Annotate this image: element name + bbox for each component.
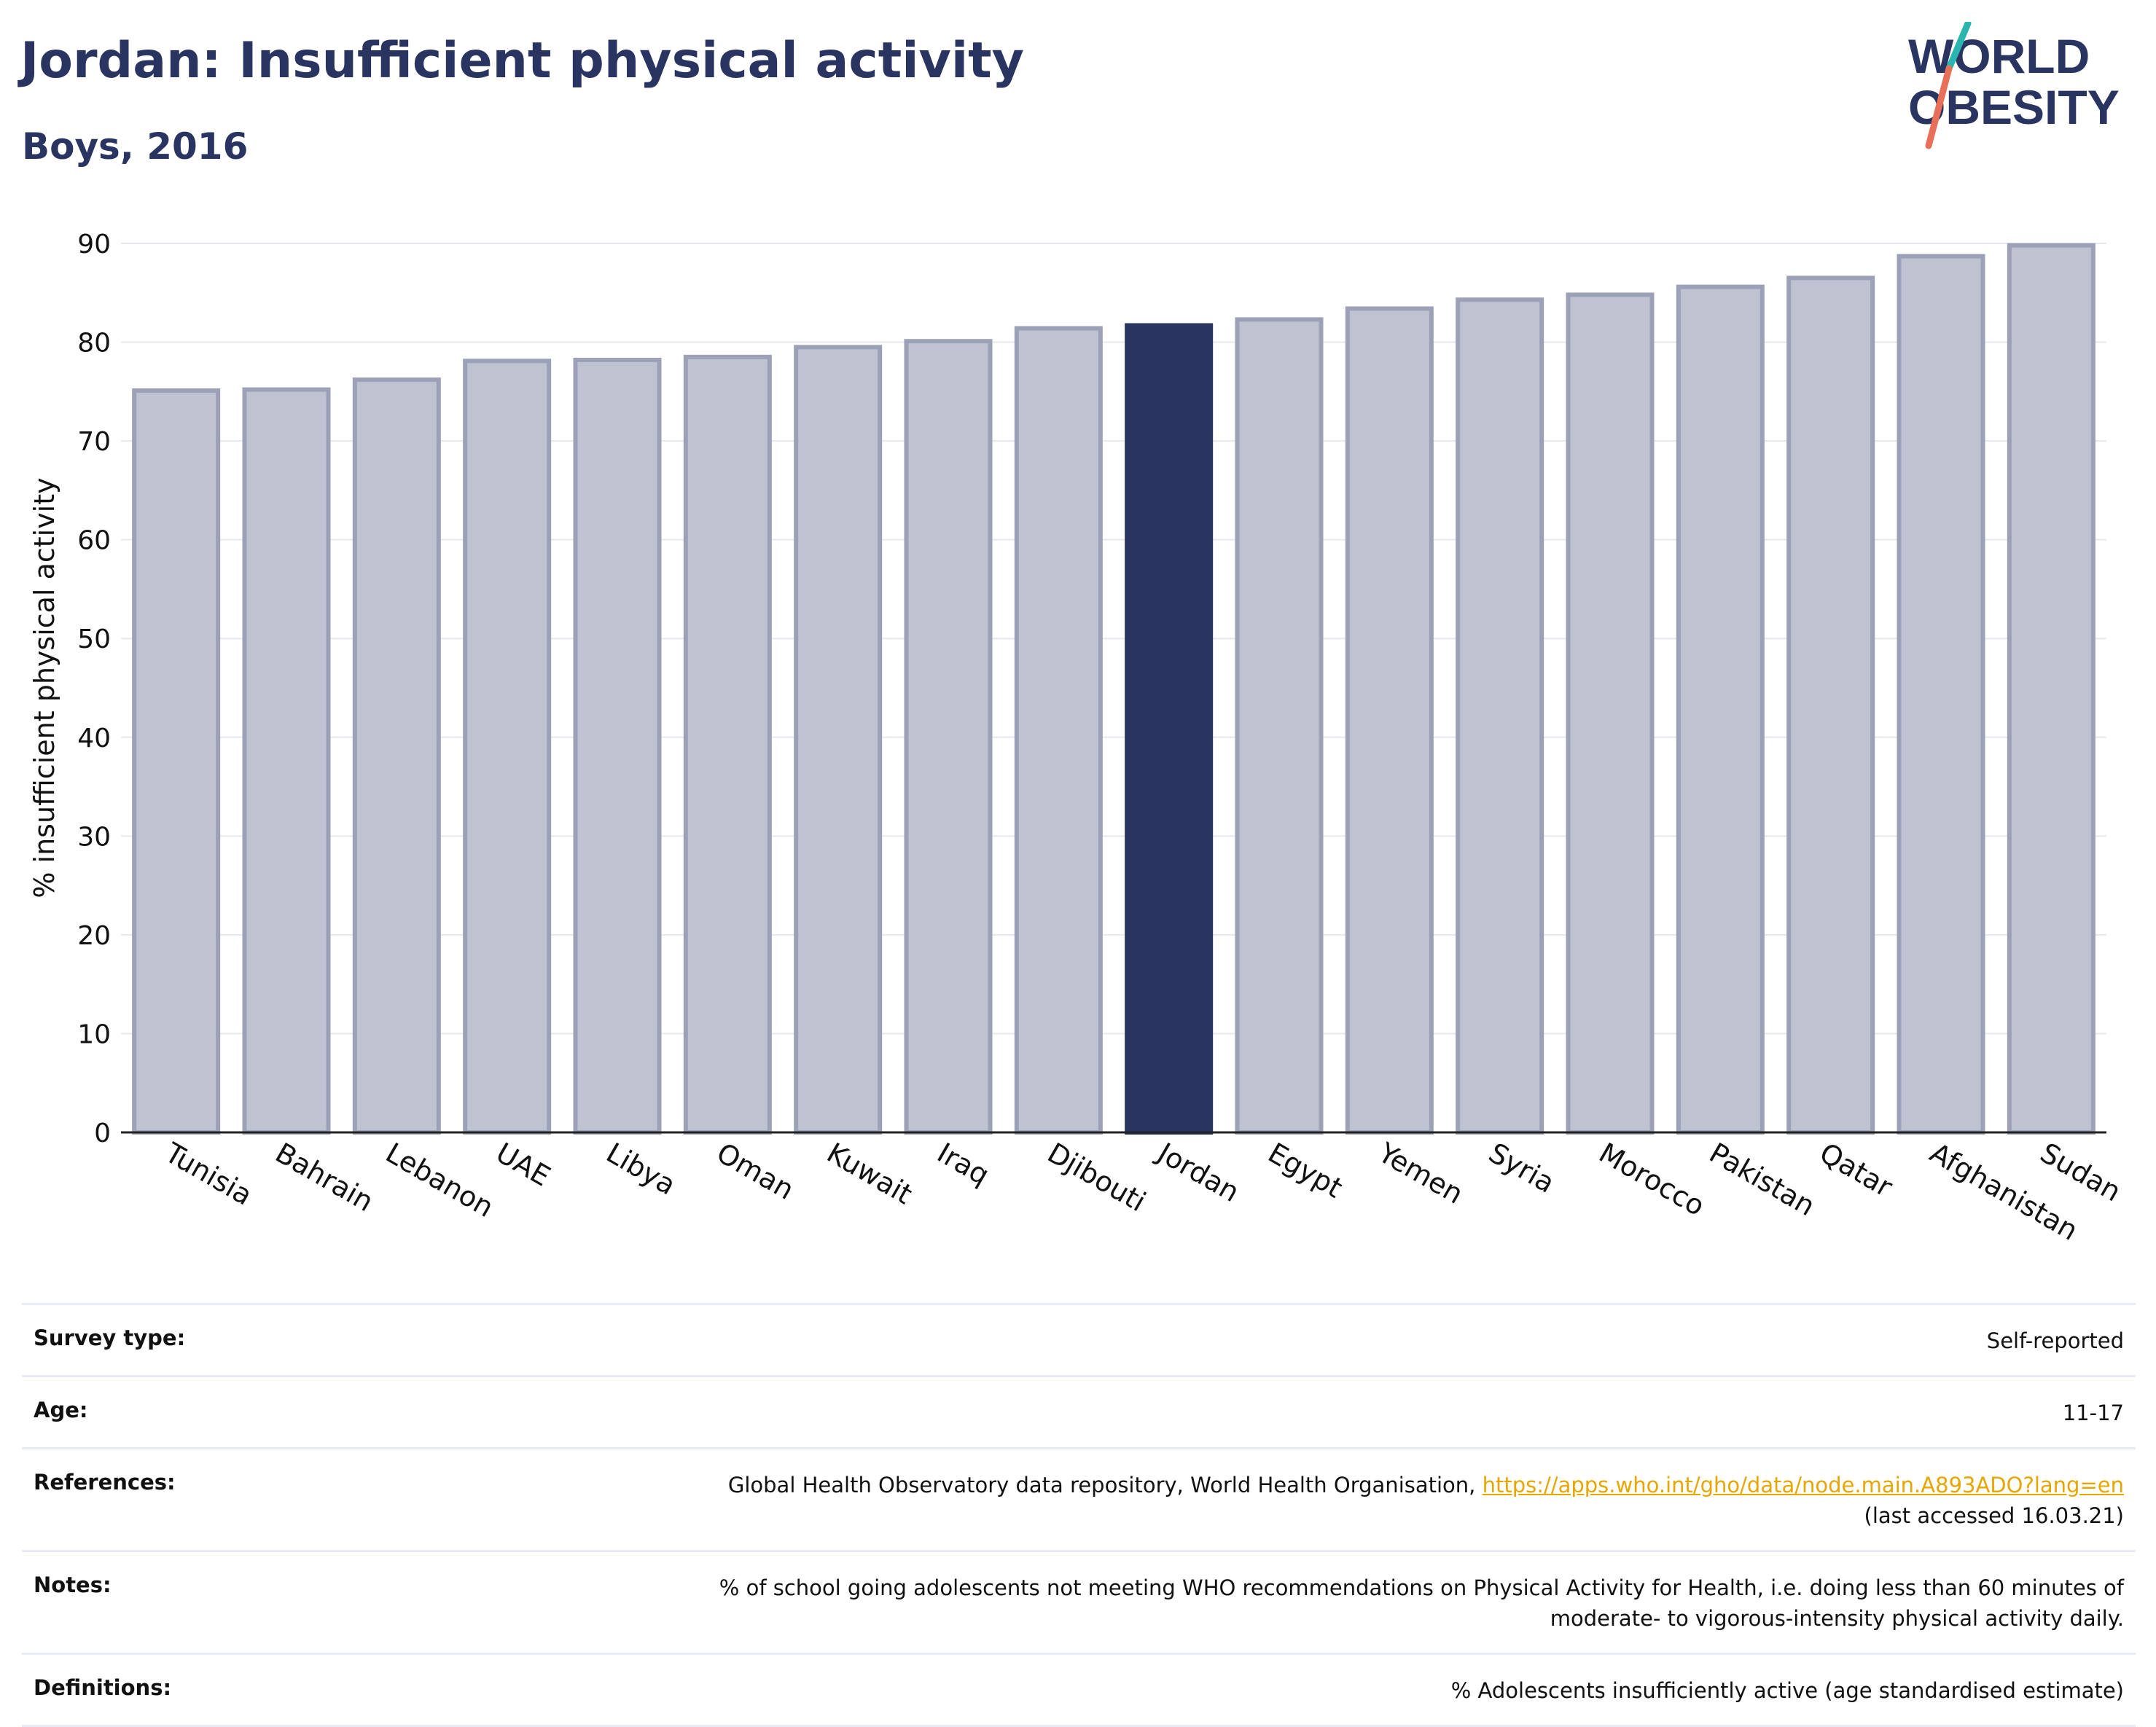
- survey-type-value: Self-reported: [1986, 1328, 2124, 1353]
- bar-yemen: [1345, 306, 1434, 1135]
- references-text: Global Health Observatory data repositor…: [727, 1473, 1476, 1497]
- info-row-references: References: Global Health Observatory da…: [22, 1447, 2136, 1550]
- bar-libya: [573, 357, 662, 1135]
- x-tick-label: Bahrain: [270, 1137, 379, 1218]
- y-tick-label: 60: [77, 526, 111, 556]
- chart-title: Jordan: Insufficient physical activity: [20, 32, 1024, 90]
- y-tick-labels: 0 10 20 30 40 50 60 70 80 90: [77, 230, 111, 1148]
- chart-subtitle: Boys, 2016: [22, 125, 249, 168]
- references-label: References:: [34, 1470, 176, 1495]
- bar-lebanon: [352, 377, 441, 1135]
- logo-slash-coral: [1925, 65, 1953, 149]
- y-tick-label: 90: [77, 230, 111, 259]
- age-value: 11-17: [2062, 1401, 2124, 1425]
- notes-value: % of school going adolescents not meetin…: [719, 1573, 2124, 1634]
- bar-qatar: [1786, 275, 1875, 1135]
- info-row-notes: Notes: % of school going adolescents not…: [22, 1550, 2136, 1653]
- y-tick-label: 30: [77, 822, 111, 852]
- bar-egypt: [1235, 317, 1324, 1135]
- y-tick-label: 80: [77, 329, 111, 359]
- bar-morocco: [1566, 292, 1655, 1135]
- bars: [132, 243, 2096, 1135]
- x-tick-label: Sudan: [2035, 1137, 2127, 1208]
- world-obesity-logo: WORLD OBESITY: [1908, 22, 2120, 149]
- y-tick-label: 20: [77, 921, 111, 951]
- x-tick-label: Qatar: [1814, 1137, 1898, 1204]
- references-value: Global Health Observatory data repositor…: [728, 1470, 2124, 1531]
- age-label: Age:: [34, 1398, 88, 1422]
- notes-line1: % of school going adolescents not meetin…: [719, 1575, 2124, 1600]
- x-tick-label: Syria: [1483, 1137, 1560, 1199]
- logo-line1: WORLD: [1908, 29, 2090, 83]
- x-tick-label: Egypt: [1263, 1137, 1348, 1205]
- y-tick-label: 40: [77, 724, 111, 753]
- x-tick-label: Djibouti: [1042, 1137, 1152, 1218]
- x-tick-label: Yemen: [1372, 1136, 1469, 1210]
- x-tick-label: Oman: [711, 1137, 800, 1206]
- info-table: Survey type: Self-reported Age: 11-17 Re…: [22, 1303, 2136, 1727]
- x-tick-label: Libya: [601, 1137, 681, 1202]
- x-tick-label: UAE: [491, 1137, 555, 1193]
- bar-afghanistan: [1897, 254, 1985, 1135]
- references-link[interactable]: https://apps.who.int/gho/data/node.main.…: [1482, 1473, 2124, 1497]
- bar-oman: [683, 354, 772, 1135]
- bar-kuwait: [794, 345, 883, 1135]
- definitions-value: % Adolescents insufficiently active (age…: [1450, 1678, 2124, 1703]
- y-tick-label: 0: [94, 1119, 111, 1148]
- x-tick-label: Pakistan: [1704, 1137, 1821, 1223]
- bar-djibouti: [1014, 326, 1103, 1135]
- bar-bahrain: [242, 387, 331, 1135]
- x-tick-label: Jordan: [1151, 1136, 1244, 1209]
- bar-chart: 0 10 20 30 40 50 60 70 80 90 Tunisia Bahrain Lebano…: [28, 230, 2126, 1247]
- y-tick-label: 50: [77, 624, 111, 654]
- notes-label: Notes:: [34, 1573, 112, 1597]
- info-row-age: Age: 11-17: [22, 1375, 2136, 1447]
- x-tick-label: Kuwait: [821, 1137, 918, 1211]
- notes-line2: moderate- to vigorous-intensity physical…: [1550, 1606, 2124, 1631]
- bar-tunisia: [132, 388, 221, 1135]
- bar-uae: [463, 359, 552, 1135]
- info-row-definitions: Definitions: % Adolescents insufficientl…: [22, 1653, 2136, 1727]
- bar-highlight-jordan: [1125, 323, 1214, 1135]
- logo-slash-teal: [1945, 22, 1972, 72]
- x-tick-label: Lebanon: [380, 1137, 499, 1223]
- y-axis-label: % insufficient physical activity: [28, 477, 60, 898]
- x-tick-label: Iraq: [932, 1137, 995, 1191]
- info-row-survey-type: Survey type: Self-reported: [22, 1303, 2136, 1375]
- y-tick-label: 70: [77, 427, 111, 457]
- definitions-label: Definitions:: [34, 1675, 172, 1700]
- references-accessed: (last accessed 16.03.21): [1864, 1503, 2124, 1528]
- survey-type-label: Survey type:: [34, 1325, 186, 1350]
- x-tick-label: Morocco: [1594, 1137, 1711, 1223]
- x-tick-label: Tunisia: [159, 1136, 257, 1212]
- bar-pakistan: [1676, 284, 1765, 1135]
- bar-sudan: [2007, 243, 2096, 1135]
- bar-syria: [1456, 297, 1544, 1135]
- y-tick-label: 10: [77, 1019, 111, 1049]
- bar-iraq: [904, 339, 993, 1135]
